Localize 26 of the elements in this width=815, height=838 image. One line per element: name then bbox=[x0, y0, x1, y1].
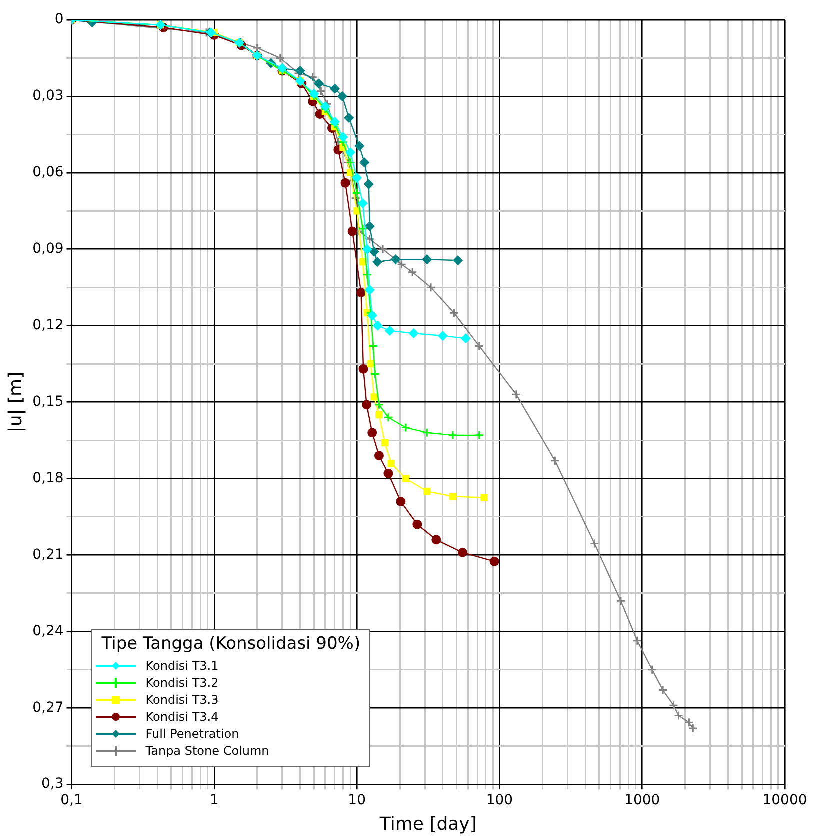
y-axis-title: |u| [m] bbox=[5, 372, 26, 433]
legend-label: Kondisi T3.4 bbox=[146, 710, 219, 724]
legend-label: Tanpa Stone Column bbox=[146, 744, 270, 758]
x-tick-label: 1000 bbox=[624, 792, 660, 809]
legend-label: Full Penetration bbox=[146, 727, 240, 742]
legend-label: Kondisi T3.1 bbox=[146, 659, 219, 674]
legend-label: Kondisi T3.3 bbox=[146, 693, 219, 708]
x-tick-label: 1 bbox=[210, 792, 219, 809]
x-axis-title: Time [day] bbox=[378, 814, 477, 835]
y-tick-label: 0,21 bbox=[32, 546, 64, 563]
y-tick-label: 0,12 bbox=[32, 317, 64, 334]
x-tick-label: 0,1 bbox=[60, 792, 83, 809]
y-tick-label: 0,3 bbox=[42, 776, 64, 792]
y-tick-label: 0,03 bbox=[32, 88, 64, 104]
y-tick-label: 0,06 bbox=[32, 164, 64, 181]
y-tick-label: 0,09 bbox=[32, 241, 64, 258]
x-tick-label: 10 bbox=[348, 792, 366, 809]
y-tick-label: 0,18 bbox=[32, 470, 64, 486]
y-tick-label: 0 bbox=[54, 12, 64, 28]
legend-label: Kondisi T3.2 bbox=[146, 676, 219, 690]
x-tick-label: 100 bbox=[486, 792, 514, 809]
legend-title: Tipe Tangga (Konsolidasi 90%) bbox=[102, 634, 361, 654]
x-tick-label: 10000 bbox=[762, 792, 808, 809]
y-tick-label: 0,24 bbox=[32, 623, 64, 640]
y-tick-label: 0,15 bbox=[32, 394, 64, 410]
y-tick-label: 0,27 bbox=[32, 700, 64, 716]
